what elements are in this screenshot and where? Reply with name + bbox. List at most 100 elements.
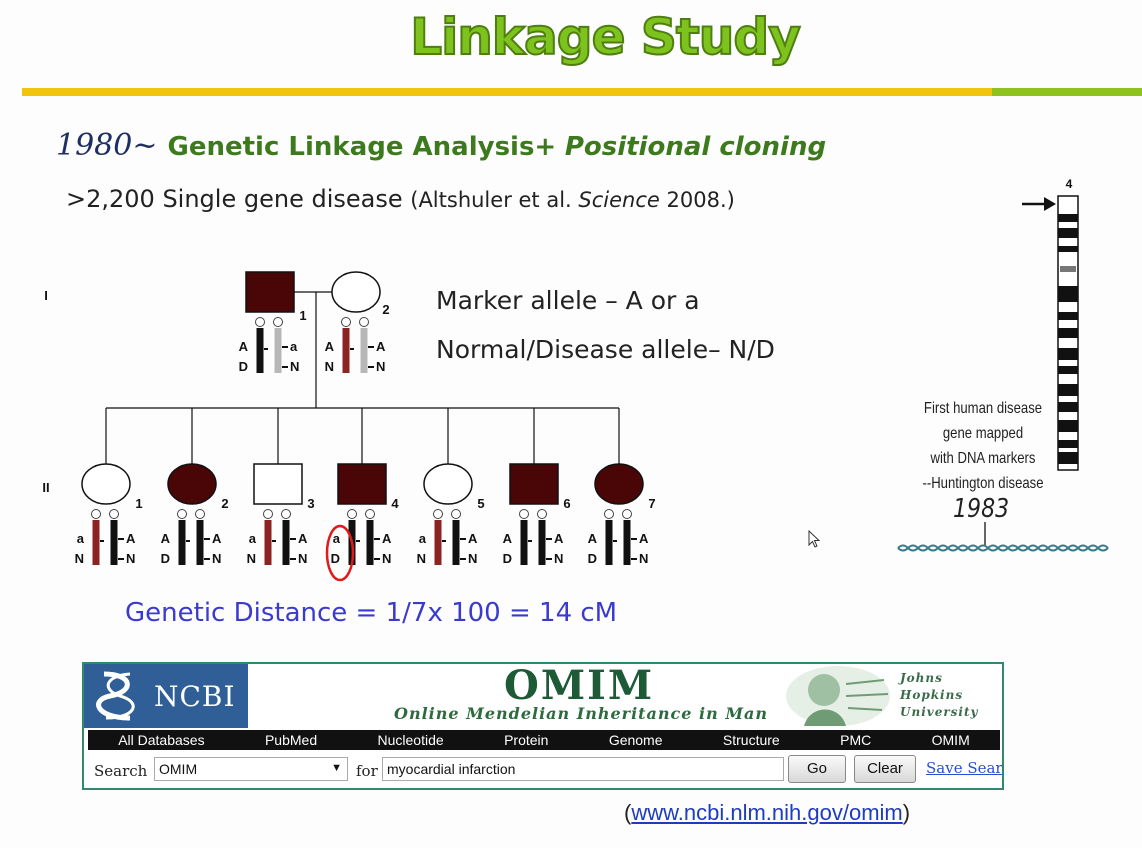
child-1-number: 1 [135, 496, 142, 511]
child-4-chrom-b-centromere [365, 509, 375, 519]
recombinant-highlight-circle [325, 524, 355, 582]
parent-mother-chrom-b-centromere [359, 317, 369, 327]
child-3-symbol [253, 463, 303, 505]
omim-title: OMIM [504, 662, 655, 709]
child-4-chrom-a-centromere [347, 509, 357, 519]
child-3-allele-a-disease: N [247, 551, 256, 566]
dna-helix-icon [897, 544, 1109, 552]
nav-all-databases[interactable]: All Databases [118, 732, 205, 748]
search-row: Search OMIM ▼ for myocardial infarction G… [84, 754, 1002, 788]
nav-genome[interactable]: Genome [608, 732, 663, 748]
nav-pmc[interactable]: PMC [840, 732, 872, 748]
save-search-link[interactable]: Save Search [926, 759, 1003, 777]
nav-pubmed[interactable]: PubMed [264, 732, 318, 748]
nav-nucleotide[interactable]: Nucleotide [377, 732, 444, 748]
chromosome-band [1058, 366, 1078, 374]
child-4-allele-b-disease: N [382, 551, 391, 566]
child-7-number: 7 [648, 496, 655, 511]
parent-mother-symbol [331, 271, 381, 313]
nav-structure[interactable]: Structure [722, 732, 780, 748]
subheadline-text: >2,200 Single gene disease [66, 185, 403, 213]
child-6-chrom-b-centromere [537, 509, 547, 519]
nav-protein[interactable]: Protein [504, 732, 549, 748]
search-input[interactable]: myocardial infarction [382, 757, 784, 781]
clear-button[interactable]: Clear [854, 755, 916, 783]
child-7-chrom-a-centromere [604, 509, 614, 519]
genetic-distance: Genetic Distance = 1/7x 100 = 14 cM [125, 598, 618, 628]
child-6-allele-b-marker: A [554, 531, 564, 546]
title-rule [22, 88, 992, 96]
child-1-allele-b-disease: N [126, 551, 135, 566]
child-7-allele-a-marker: A [588, 531, 598, 546]
nav-omim[interactable]: OMIM [931, 732, 970, 748]
slide-title: Linkage Study [409, 7, 802, 67]
search-label: Search [94, 762, 148, 780]
chromosome-caption: First human disease gene mapped with DNA… [913, 396, 1052, 496]
parent-father-chrom-b [274, 328, 282, 373]
child-7-chrom-a [605, 520, 613, 565]
jhu-line: University [900, 705, 979, 719]
child-4-allele-a-marker: a [333, 531, 341, 546]
omim-screenshot: NCBI OMIM Online Mendelian Inheritance i… [82, 662, 1004, 790]
child-5-chrom-b [452, 520, 460, 565]
child-6-allele-b-disease: N [554, 551, 563, 566]
child-5-allele-a-disease: N [417, 551, 426, 566]
child-7-chrom-b [623, 520, 631, 565]
child-4-allele-b-marker: A [382, 531, 392, 546]
child-5-allele-b-disease: N [468, 551, 477, 566]
child-3-chrom-a-centromere [263, 509, 273, 519]
parent-mother-allele-a-marker: A [325, 339, 335, 354]
caption-line: --Huntington disease [922, 475, 1044, 492]
parent-mother-chrom-a [342, 328, 350, 373]
child-1-allele-b-marker: A [126, 531, 136, 546]
url-paren-close: ) [902, 800, 911, 825]
parent-father-allele-a-marker: A [239, 339, 249, 354]
chromosome-centromere [1060, 266, 1076, 272]
caption-line: First human disease [923, 400, 1043, 417]
mckusick-portrait-icon [786, 666, 890, 726]
database-select-value: OMIM [159, 761, 198, 777]
parent-father-number: 1 [299, 308, 306, 323]
child-1-symbol [81, 463, 131, 505]
headline-bold: Genetic Linkage Analysis+ [167, 132, 557, 162]
parent-mother-allele-b-disease: N [376, 359, 385, 374]
omim-subtitle: Online Mendelian Inheritance in Man [394, 704, 769, 723]
child-1-allele-a-disease: N [75, 551, 84, 566]
jhu-line: Hopkins [900, 688, 964, 702]
chromosome-year: 1983 [952, 494, 1010, 524]
citation-journal: Science [578, 188, 660, 212]
child-1-chrom-b-centromere [109, 509, 119, 519]
parent-father-chrom-a [256, 328, 264, 373]
child-5-symbol [423, 463, 473, 505]
ncbi-helix-icon [96, 671, 135, 721]
child-3-number: 3 [307, 496, 314, 511]
child-2-chrom-a [178, 520, 186, 565]
chromosome-band [1058, 420, 1078, 432]
go-button[interactable]: Go [788, 755, 846, 783]
child-3-chrom-a [264, 520, 272, 565]
omim-url-link[interactable]: www.ncbi.nlm.nih.gov/omim [631, 800, 903, 825]
ncbi-logo[interactable]: NCBI [84, 664, 248, 728]
headline: 1980~ Genetic Linkage Analysis+ Positiona… [56, 128, 826, 163]
child-1-chrom-b [110, 520, 118, 565]
child-2-allele-b-disease: N [212, 551, 221, 566]
chromosome-band [1058, 402, 1078, 412]
child-6-chrom-a-centromere [519, 509, 529, 519]
dna-helix-icon [897, 544, 1109, 552]
child-7-allele-b-marker: A [639, 531, 649, 546]
mouse-cursor-icon [808, 530, 821, 548]
child-7-symbol [594, 463, 644, 505]
chromosome-band [1058, 348, 1078, 360]
omim-url-line: (www.ncbi.nlm.nih.gov/omim) [624, 800, 910, 826]
child-2-allele-a-disease: D [161, 551, 170, 566]
child-2-chrom-a-centromere [177, 509, 187, 519]
child-4-symbol [337, 463, 387, 505]
child-3-allele-b-disease: N [298, 551, 307, 566]
headline-italic: Positional cloning [564, 132, 827, 162]
database-select[interactable]: OMIM ▼ [154, 757, 348, 781]
child-5-allele-b-marker: A [468, 531, 478, 546]
citation-authors: (Altshuler et al. [410, 188, 572, 212]
child-5-number: 5 [477, 496, 484, 511]
parent-father-allele-b-disease: N [290, 359, 299, 374]
